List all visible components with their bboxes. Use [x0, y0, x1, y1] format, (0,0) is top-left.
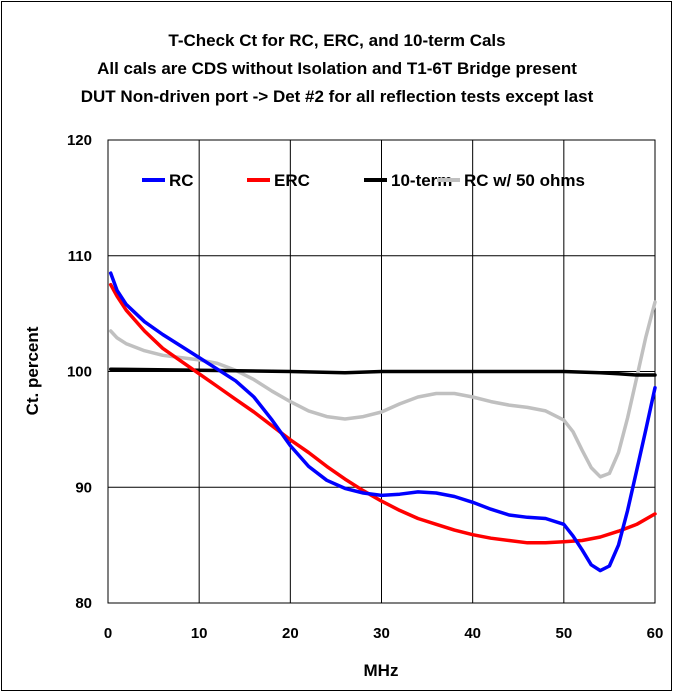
y-axis-label: Ct. percent: [23, 326, 42, 415]
y-tick-label: 90: [75, 479, 92, 496]
x-tick-label: 60: [647, 625, 664, 642]
x-tick-label: 0: [104, 625, 112, 642]
chart-title-line-2: All cals are CDS without Isolation and T…: [97, 59, 577, 78]
series-layer: [108, 271, 657, 573]
y-tick-label: 120: [67, 132, 92, 149]
chart-title-line-3: DUT Non-driven port -> Det #2 for all re…: [81, 87, 594, 106]
x-tick-label: 50: [555, 625, 572, 642]
x-axis-label: MHz: [364, 661, 399, 680]
y-tick-label: 100: [67, 364, 92, 381]
legend-label: RC: [169, 171, 194, 190]
chart-title-line-1: T-Check Ct for RC, ERC, and 10-term Cals: [168, 31, 505, 50]
series-line-rc: [108, 271, 657, 573]
x-tick-label: 40: [464, 625, 481, 642]
x-tick-label: 30: [373, 625, 390, 642]
y-tick-label: 110: [68, 248, 92, 265]
series-line-rc-w-50-ohms: [108, 300, 657, 479]
x-tick-labels: 0 10 20 30 40 50 60: [104, 625, 664, 642]
legend: RC ERC 10-term RC w/ 50 ohms: [142, 171, 585, 190]
series-line-10-term: [108, 367, 657, 377]
legend-label: 10-term: [391, 171, 452, 190]
x-tick-label: 10: [191, 625, 208, 642]
y-tick-label: 80: [75, 595, 92, 612]
x-tick-label: 20: [282, 625, 299, 642]
y-tick-labels: 80 90 100 110 120: [67, 132, 92, 612]
legend-label: RC w/ 50 ohms: [464, 171, 585, 190]
legend-label: ERC: [274, 171, 310, 190]
